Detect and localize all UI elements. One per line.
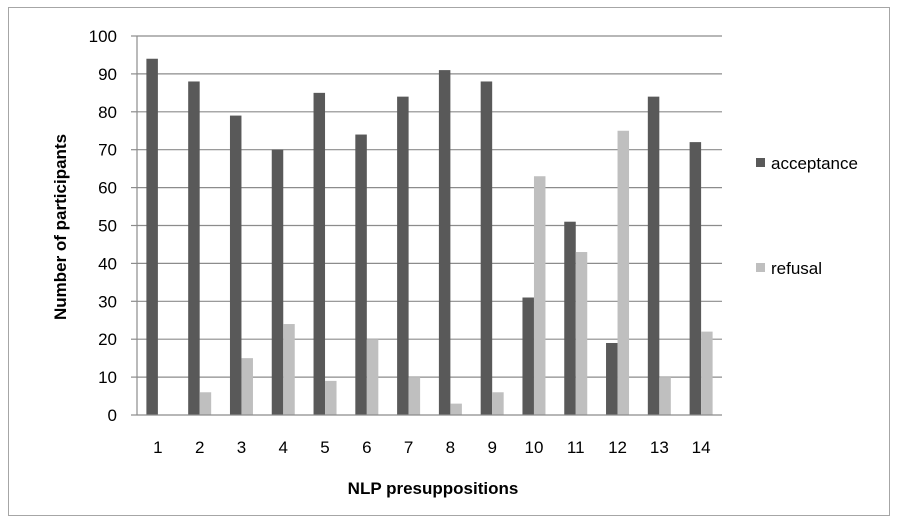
bar-acceptance (313, 92, 326, 415)
bar-acceptance (564, 221, 576, 415)
x-tick-label: 7 (404, 438, 413, 457)
bar-refusal (408, 377, 421, 415)
x-tick-label: 14 (692, 438, 711, 457)
bar-acceptance (188, 81, 200, 415)
bar-acceptance (397, 96, 409, 415)
x-tick-label: 5 (320, 438, 329, 457)
x-tick-label: 8 (446, 438, 455, 457)
bar-acceptance (606, 342, 618, 415)
bar-refusal (575, 252, 588, 415)
bar-acceptance (689, 142, 702, 415)
bar-acceptance (271, 149, 284, 415)
y-tick-label: 30 (98, 292, 117, 311)
gridlines (137, 35, 722, 378)
legend-label-refusal: refusal (771, 259, 822, 278)
x-tick-label: 3 (237, 438, 246, 457)
y-tick-label: 70 (98, 141, 117, 160)
bars (146, 58, 713, 416)
x-tick-label: 12 (608, 438, 627, 457)
bar-acceptance (522, 297, 534, 415)
axes (131, 35, 722, 416)
bar-refusal (533, 176, 546, 415)
bar-refusal (617, 130, 630, 415)
bar-refusal (199, 392, 212, 415)
x-tick-labels: 1 2 3 4 5 6 7 8 9 10 11 12 13 14 (153, 438, 710, 457)
y-tick-label: 0 (108, 406, 117, 425)
legend-swatch-refusal (756, 263, 765, 272)
legend: acceptance refusal (756, 154, 858, 278)
y-tick-labels: 0 10 20 30 40 50 60 70 80 90 100 (89, 27, 117, 425)
x-tick-label: 2 (195, 438, 204, 457)
bar-acceptance (146, 58, 158, 416)
bar-refusal (283, 324, 295, 415)
y-tick-label: 80 (98, 103, 117, 122)
x-tick-label: 1 (153, 438, 162, 457)
y-tick-label: 100 (89, 27, 117, 46)
x-axis-title: NLP presuppositions (348, 479, 519, 498)
bar-acceptance (229, 115, 242, 415)
bar-refusal (701, 331, 713, 415)
x-tick-label: 6 (362, 438, 371, 457)
x-tick-label: 4 (279, 438, 288, 457)
bar-acceptance (480, 81, 493, 415)
legend-label-acceptance: acceptance (771, 154, 858, 173)
bar-refusal (325, 380, 337, 415)
x-tick-label: 13 (650, 438, 669, 457)
x-tick-label: 11 (567, 438, 585, 457)
bar-acceptance (355, 134, 367, 416)
y-tick-label: 40 (98, 254, 117, 273)
y-tick-label: 10 (98, 368, 117, 387)
y-tick-label: 50 (98, 217, 117, 236)
bar-refusal (492, 392, 504, 415)
bar-acceptance (647, 96, 660, 415)
bar-refusal (659, 377, 671, 415)
y-tick-label: 90 (98, 65, 117, 84)
y-tick-label: 20 (98, 330, 117, 349)
legend-swatch-acceptance (756, 158, 765, 167)
bar-acceptance (438, 70, 451, 416)
bar-refusal (241, 358, 253, 415)
x-tick-label: 10 (525, 438, 544, 457)
bar-refusal (450, 403, 462, 415)
bar-refusal (366, 339, 379, 415)
y-axis-title: Number of participants (51, 134, 70, 320)
y-tick-label: 60 (98, 179, 117, 198)
x-tick-label: 9 (487, 438, 496, 457)
